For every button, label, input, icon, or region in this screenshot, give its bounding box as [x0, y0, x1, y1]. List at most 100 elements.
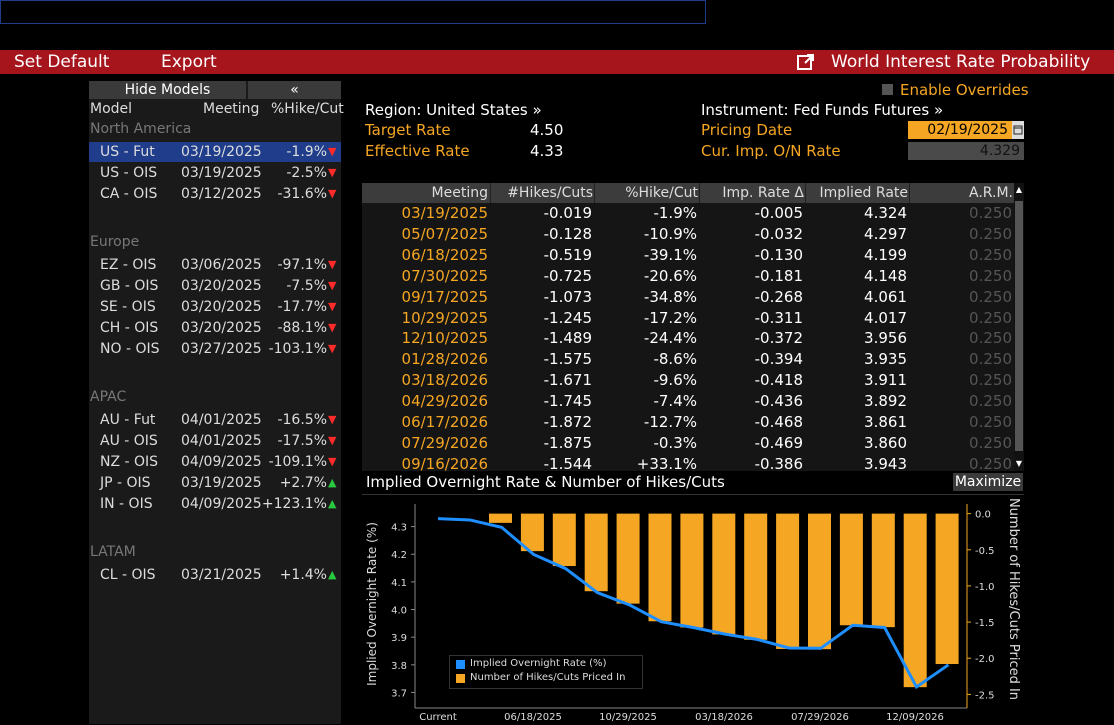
- table-cell[interactable]: -0.181: [754, 266, 803, 285]
- table-cell[interactable]: -0.468: [754, 413, 803, 431]
- table-cell[interactable]: 0.250: [969, 392, 1012, 411]
- model-pct[interactable]: -88.1%: [277, 320, 327, 336]
- table-cell[interactable]: -0.386: [754, 454, 803, 473]
- scroll-down-icon[interactable]: ▼: [1015, 459, 1023, 468]
- command-input[interactable]: [0, 0, 706, 24]
- pricing-date-input[interactable]: 02/19/2025: [908, 121, 1012, 139]
- table-cell[interactable]: -7.4%: [653, 392, 697, 411]
- model-pct[interactable]: -17.5%: [277, 433, 327, 449]
- table-cell[interactable]: 3.892: [864, 392, 907, 411]
- table-cell[interactable]: -1.745: [543, 392, 592, 411]
- table-cell[interactable]: -8.6%: [653, 350, 697, 369]
- table-cell[interactable]: -1.9%: [653, 204, 697, 222]
- model-name[interactable]: EZ - OIS: [100, 257, 157, 273]
- table-cell[interactable]: -0.519: [543, 245, 592, 264]
- table-cell[interactable]: 03/18/2026: [401, 371, 488, 390]
- table-cell[interactable]: 0.250: [969, 454, 1012, 473]
- table-cell[interactable]: 09/17/2025: [401, 287, 488, 306]
- table-cell[interactable]: -0.268: [754, 287, 803, 306]
- model-meeting[interactable]: 03/20/2025: [181, 299, 262, 315]
- table-cell[interactable]: 3.861: [864, 413, 907, 431]
- table-cell[interactable]: -34.8%: [643, 287, 697, 306]
- table-cell[interactable]: 4.297: [864, 224, 907, 243]
- instrument-selector[interactable]: Instrument: Fed Funds Futures »: [701, 101, 944, 119]
- table-cell[interactable]: -0.019: [543, 204, 592, 222]
- table-cell[interactable]: 4.017: [864, 308, 907, 327]
- table-cell[interactable]: -1.544: [543, 454, 592, 473]
- scroll-up-icon[interactable]: ▲: [1015, 185, 1023, 194]
- table-cell[interactable]: -0.130: [754, 245, 803, 264]
- model-pct[interactable]: -31.6%: [277, 186, 327, 202]
- table-cell[interactable]: -20.6%: [643, 266, 697, 285]
- table-cell[interactable]: 0.250: [969, 245, 1012, 264]
- table-cell[interactable]: 0.250: [969, 266, 1012, 285]
- hide-models-button[interactable]: Hide Models: [89, 81, 246, 99]
- model-pct[interactable]: +123.1%: [261, 496, 327, 512]
- table-cell[interactable]: 03/19/2025: [401, 204, 488, 222]
- th-meeting[interactable]: Meeting: [362, 183, 490, 203]
- table-cell[interactable]: 10/29/2025: [401, 308, 488, 327]
- table-cell[interactable]: -0.418: [754, 371, 803, 390]
- model-name[interactable]: GB - OIS: [100, 278, 159, 294]
- table-cell[interactable]: 4.199: [864, 245, 907, 264]
- table-cell[interactable]: -1.489: [543, 329, 592, 348]
- model-meeting[interactable]: 03/06/2025: [181, 257, 262, 273]
- table-cell[interactable]: -1.073: [543, 287, 592, 306]
- model-meeting[interactable]: 03/12/2025: [181, 186, 262, 202]
- calendar-icon[interactable]: [1012, 121, 1024, 139]
- region-selector[interactable]: Region: United States »: [365, 101, 542, 119]
- table-cell[interactable]: -0.394: [754, 350, 803, 369]
- model-name[interactable]: CH - OIS: [100, 320, 159, 336]
- model-meeting[interactable]: 03/19/2025: [181, 144, 262, 160]
- set-default-button[interactable]: Set Default: [14, 52, 110, 72]
- model-name[interactable]: US - OIS: [100, 165, 158, 181]
- th-pct[interactable]: %Hike/Cut: [594, 183, 700, 203]
- table-cell[interactable]: 0.250: [969, 433, 1012, 452]
- table-cell[interactable]: 0.250: [969, 204, 1012, 222]
- table-cell[interactable]: 3.943: [864, 454, 907, 473]
- table-cell[interactable]: 4.061: [864, 287, 907, 306]
- table-cell[interactable]: -1.575: [543, 350, 592, 369]
- table-cell[interactable]: 0.250: [969, 413, 1012, 431]
- cur-imp-rate-input[interactable]: 4.329: [908, 142, 1024, 160]
- model-name[interactable]: JP - OIS: [100, 475, 151, 491]
- table-cell[interactable]: 3.860: [864, 433, 907, 452]
- table-cell[interactable]: -39.1%: [643, 245, 697, 264]
- table-cell[interactable]: 06/18/2025: [401, 245, 488, 264]
- table-cell[interactable]: 3.911: [864, 371, 907, 390]
- model-meeting[interactable]: 04/01/2025: [181, 433, 262, 449]
- model-pct[interactable]: -17.7%: [277, 299, 327, 315]
- table-cell[interactable]: 0.250: [969, 371, 1012, 390]
- table-cell[interactable]: 12/10/2025: [401, 329, 488, 348]
- table-cell[interactable]: 04/29/2026: [401, 392, 488, 411]
- model-name[interactable]: AU - Fut: [100, 412, 156, 428]
- table-cell[interactable]: 4.324: [864, 204, 907, 222]
- table-cell[interactable]: -10.9%: [643, 224, 697, 243]
- popout-icon[interactable]: [797, 53, 815, 71]
- model-meeting[interactable]: 03/20/2025: [181, 278, 262, 294]
- th-hikes[interactable]: #Hikes/Cuts: [490, 183, 595, 203]
- model-pct[interactable]: +2.7%: [279, 475, 327, 491]
- model-name[interactable]: NO - OIS: [100, 341, 160, 357]
- collapse-panel-button[interactable]: «: [248, 81, 341, 99]
- table-cell[interactable]: 07/29/2026: [401, 433, 488, 452]
- table-cell[interactable]: 3.956: [864, 329, 907, 348]
- table-cell[interactable]: -17.2%: [643, 308, 697, 327]
- table-cell[interactable]: -24.4%: [643, 329, 697, 348]
- table-cell[interactable]: -0.469: [754, 433, 803, 452]
- table-cell[interactable]: -0.128: [543, 224, 592, 243]
- model-pct[interactable]: -1.9%: [286, 144, 327, 160]
- table-cell[interactable]: -0.005: [754, 204, 803, 222]
- table-cell[interactable]: 0.250: [969, 308, 1012, 327]
- table-cell[interactable]: 0.250: [969, 287, 1012, 306]
- model-name[interactable]: CA - OIS: [100, 186, 158, 202]
- table-cell[interactable]: -1.875: [543, 433, 592, 452]
- maximize-button[interactable]: Maximize: [953, 473, 1023, 491]
- model-pct[interactable]: -16.5%: [277, 412, 327, 428]
- table-cell[interactable]: 06/17/2026: [401, 413, 488, 431]
- model-name[interactable]: AU - OIS: [100, 433, 158, 449]
- model-pct[interactable]: -103.1%: [268, 341, 327, 357]
- table-cell[interactable]: -0.032: [754, 224, 803, 243]
- table-cell[interactable]: 01/28/2026: [401, 350, 488, 369]
- th-implied-rate[interactable]: Implied Rate: [805, 183, 910, 203]
